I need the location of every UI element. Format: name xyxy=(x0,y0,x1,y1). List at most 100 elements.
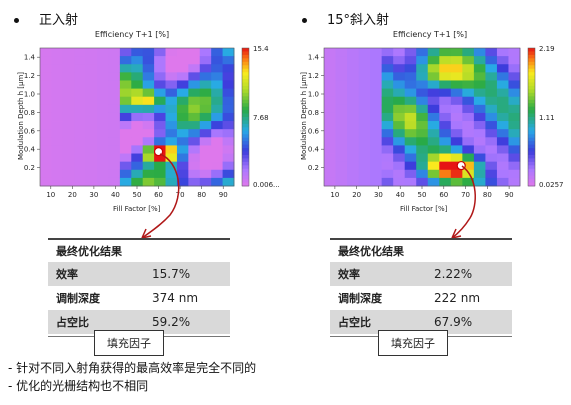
heatmap-cell xyxy=(222,161,235,171)
heatmap-cell xyxy=(176,48,189,57)
colorbar-segment xyxy=(242,75,249,80)
left-heading-text: 正入射 xyxy=(39,13,79,28)
heatmap-cell xyxy=(119,169,132,179)
heatmap-cell xyxy=(485,169,498,179)
colorbar-segment xyxy=(528,103,535,108)
heatmap-cell xyxy=(188,145,201,154)
heatmap-cell xyxy=(473,145,486,154)
heatmap-cell xyxy=(165,64,178,73)
heatmap-cell xyxy=(416,121,429,130)
heatmap-cell xyxy=(222,145,235,154)
colorbar-segment xyxy=(242,123,249,128)
heatmap-cell xyxy=(324,72,336,81)
heatmap-cell xyxy=(381,48,394,57)
heatmap-cell xyxy=(439,129,452,138)
heatmap-cell xyxy=(393,145,406,154)
heatmap-cell xyxy=(496,48,509,57)
heatmap-cell xyxy=(508,145,521,154)
heatmap-cell xyxy=(439,96,452,106)
heatmap-cell xyxy=(176,64,189,73)
heatmap-cell xyxy=(393,88,406,98)
bullet-dot xyxy=(14,18,19,23)
heatmap-cell xyxy=(347,129,359,138)
heatmap-cell xyxy=(40,104,52,114)
heatmap-cell xyxy=(427,48,440,57)
heatmap-cell xyxy=(176,129,189,138)
heatmap-cell xyxy=(473,48,486,57)
heatmap-cell xyxy=(85,72,98,81)
heatmap-cell xyxy=(199,56,212,65)
heatmap-cell xyxy=(108,121,121,130)
efficiency-label: 效率 xyxy=(338,268,360,281)
heatmap-cell xyxy=(131,129,144,138)
heatmap-cell xyxy=(462,104,475,114)
left-heatmap-plot: 10 20 30 40 50 60 70 80 90 0.2 0.4 0.6 0.8 1.0 1.2 1.4 1… xyxy=(24,45,280,199)
heatmap-cell xyxy=(188,48,201,57)
heatmap-cell xyxy=(439,169,452,179)
heatmap-cell xyxy=(211,72,223,81)
right-result-arrow xyxy=(451,165,476,239)
heatmap-cell xyxy=(222,88,235,98)
heatmap-cell xyxy=(165,104,178,114)
heatmap-cell xyxy=(74,64,87,73)
heatmap-cell xyxy=(51,145,64,154)
heatmap-cell xyxy=(62,64,75,73)
heatmap-cell xyxy=(427,88,440,98)
heatmap-cell xyxy=(131,161,144,171)
heatmap-cell xyxy=(427,96,440,106)
heatmap-cell xyxy=(439,88,452,98)
heatmap-cell xyxy=(370,96,383,106)
heatmap-cell xyxy=(97,112,109,122)
heatmap-cell xyxy=(416,153,429,163)
table-row: 调制深度 222 nm xyxy=(330,286,512,310)
heatmap-cell xyxy=(97,161,109,171)
heatmap-cell xyxy=(62,137,75,146)
heatmap-cell xyxy=(199,72,212,81)
left-result-arrow xyxy=(141,153,180,239)
left-table-title: 最终优化结果 xyxy=(56,245,122,258)
heatmap-cell xyxy=(131,145,144,154)
heatmap-cell xyxy=(485,64,498,73)
heatmap-cell xyxy=(462,121,475,130)
heatmap-cell xyxy=(427,80,440,89)
heatmap-cell xyxy=(119,96,132,106)
heatmap-cell xyxy=(165,137,178,146)
heatmap-cell xyxy=(74,72,87,81)
heatmap-cell xyxy=(370,64,383,73)
colorbar-segment xyxy=(242,127,249,132)
heatmap-cell xyxy=(51,112,64,122)
heatmap-cell xyxy=(51,72,64,81)
heatmap-cell xyxy=(108,169,121,179)
heatmap-cell xyxy=(176,56,189,65)
heatmap-cell xyxy=(85,129,98,138)
heatmap-cell xyxy=(222,72,235,81)
heatmap-cell xyxy=(335,104,348,114)
heatmap-cell xyxy=(165,169,178,179)
heatmap-cell xyxy=(85,112,98,122)
colorbar-segment xyxy=(242,79,249,83)
heatmap-cell xyxy=(473,153,486,163)
heatmap-cell xyxy=(142,56,155,65)
right-heatmap-plot: 10 20 30 40 50 60 70 80 90 0.2 0.4 0.6 0.8 1.0 1.2 1.4 2… xyxy=(308,45,564,199)
heatmap-cell xyxy=(165,177,178,187)
heatmap-cell xyxy=(154,48,166,57)
heatmap-cell xyxy=(347,104,359,114)
heatmap-cell xyxy=(85,64,98,73)
left-heading: 正入射 xyxy=(14,9,78,28)
heatmap-cell xyxy=(462,169,475,179)
heatmap-cell xyxy=(51,177,64,187)
heatmap-cell xyxy=(62,56,75,65)
heatmap-cell xyxy=(381,112,394,122)
heatmap-cell xyxy=(450,72,463,81)
heatmap-cell xyxy=(473,80,486,89)
right-table-top-rule xyxy=(330,238,512,240)
heatmap-cell xyxy=(85,56,98,65)
heatmap-cell xyxy=(199,88,212,98)
heatmap-cell xyxy=(62,161,75,171)
heatmap-cell xyxy=(462,153,475,163)
x-tick-label: 40 xyxy=(396,191,405,199)
heatmap-cell xyxy=(335,129,348,138)
heatmap-cell xyxy=(97,177,109,187)
heatmap-cell xyxy=(62,177,75,187)
heatmap-cell xyxy=(485,104,498,114)
